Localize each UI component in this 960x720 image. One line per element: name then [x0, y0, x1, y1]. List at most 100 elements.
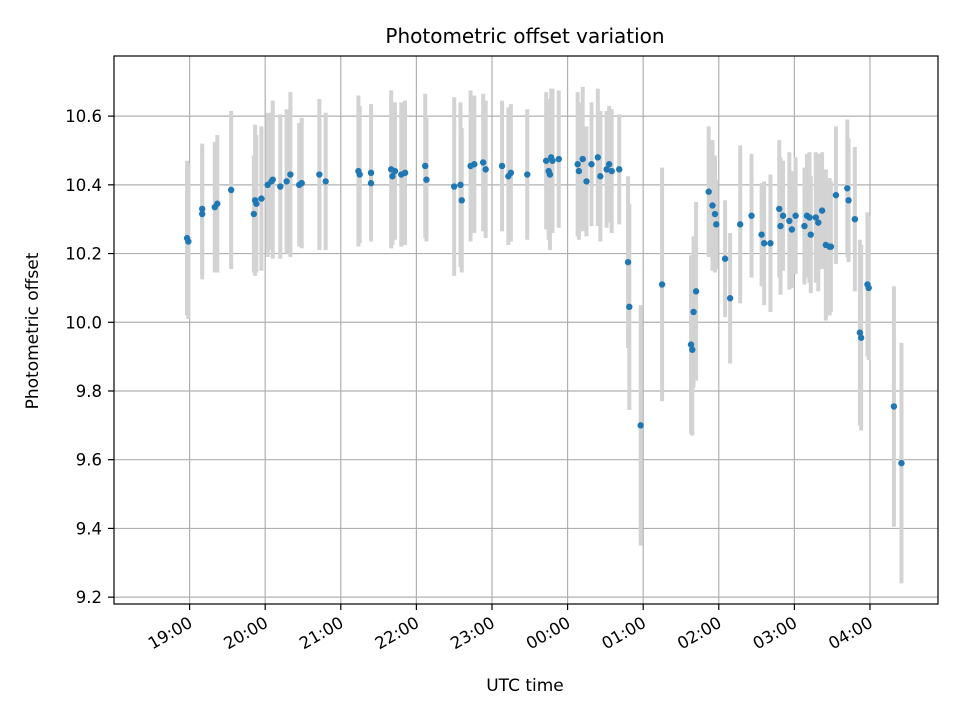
data-point	[760, 240, 768, 247]
data-point	[616, 166, 623, 173]
data-point	[391, 167, 399, 175]
data-point	[792, 212, 799, 219]
data-point	[711, 210, 719, 218]
data-point	[690, 308, 697, 316]
data-point	[845, 197, 852, 204]
data-point	[687, 341, 695, 348]
data-point	[422, 162, 429, 170]
data-point	[482, 166, 489, 173]
data-point	[812, 214, 819, 221]
data-point	[423, 176, 430, 183]
data-point	[748, 212, 755, 219]
data-point	[367, 169, 375, 177]
y-axis-label: Photometric offset	[23, 252, 43, 409]
data-point	[692, 288, 700, 295]
data-point	[198, 210, 206, 218]
data-point	[549, 157, 556, 164]
data-point	[287, 171, 294, 178]
data-point	[542, 157, 550, 164]
data-point	[479, 159, 487, 166]
data-point	[356, 171, 363, 178]
data-point	[227, 186, 235, 194]
data-point	[624, 258, 632, 266]
data-point	[786, 217, 793, 225]
data-point	[801, 222, 808, 230]
data-point	[367, 179, 375, 187]
data-point	[401, 169, 409, 177]
data-point	[277, 183, 284, 190]
data-point	[450, 183, 458, 190]
data-point	[603, 166, 610, 173]
data-point	[844, 185, 851, 192]
y-tick-label: 9.8	[76, 382, 102, 401]
data-point	[856, 329, 864, 336]
data-point	[857, 334, 865, 341]
plot-frame	[113, 55, 939, 605]
data-point	[721, 255, 729, 262]
y-tick-label: 10.2	[65, 245, 102, 264]
data-point	[818, 207, 826, 214]
data-point	[758, 231, 765, 238]
data-point	[458, 197, 465, 204]
y-tick-label: 10.0	[65, 313, 102, 332]
data-point	[574, 161, 581, 168]
data-point	[827, 243, 835, 250]
data-point	[605, 161, 613, 168]
data-point	[457, 181, 464, 189]
data-point	[658, 281, 666, 288]
data-point	[713, 221, 720, 228]
y-tick-label: 9.6	[76, 451, 102, 470]
data-point	[546, 171, 554, 178]
data-point	[258, 195, 265, 202]
y-tick-label: 10.6	[65, 107, 102, 126]
data-point	[709, 202, 716, 209]
data-point	[851, 215, 859, 223]
data-point	[788, 226, 796, 233]
data-point	[322, 178, 329, 185]
data-point	[507, 169, 515, 177]
data-point	[608, 167, 615, 175]
data-point	[579, 155, 586, 163]
point-layer	[183, 154, 905, 467]
data-point	[898, 459, 905, 467]
chart-title: Photometric offset variation	[385, 24, 664, 48]
x-tick-label: 22:00	[372, 613, 423, 653]
data-point	[185, 238, 192, 245]
data-point	[498, 162, 506, 170]
data-point	[298, 179, 305, 187]
x-axis-label: UTC time	[486, 676, 564, 696]
data-point	[389, 173, 396, 180]
data-point	[253, 200, 260, 207]
data-point	[283, 178, 290, 185]
data-point	[736, 221, 744, 228]
x-tick-label: 21:00	[296, 613, 347, 653]
x-tick-label: 02:00	[674, 613, 725, 653]
data-point	[865, 284, 872, 292]
data-point	[705, 188, 712, 195]
x-tick-label: 19:00	[145, 613, 196, 653]
x-tick-label: 03:00	[750, 613, 801, 653]
data-point	[583, 178, 590, 185]
data-point	[832, 191, 840, 199]
data-point	[689, 346, 696, 353]
data-point	[777, 222, 784, 230]
y-tick-label: 10.4	[65, 176, 102, 195]
data-point	[597, 173, 604, 180]
data-point	[316, 171, 323, 178]
data-point	[214, 200, 221, 207]
data-point	[575, 167, 583, 175]
data-point	[807, 231, 814, 238]
data-point	[779, 212, 787, 219]
data-point	[471, 161, 478, 168]
x-tick-label: 00:00	[523, 613, 574, 653]
x-tick-label: 20:00	[221, 613, 272, 653]
x-tick-label: 01:00	[598, 613, 649, 653]
data-point	[250, 210, 258, 218]
data-point	[890, 403, 898, 410]
data-point	[726, 295, 734, 302]
data-point	[626, 303, 633, 311]
data-point	[594, 154, 602, 161]
data-point	[815, 219, 822, 226]
